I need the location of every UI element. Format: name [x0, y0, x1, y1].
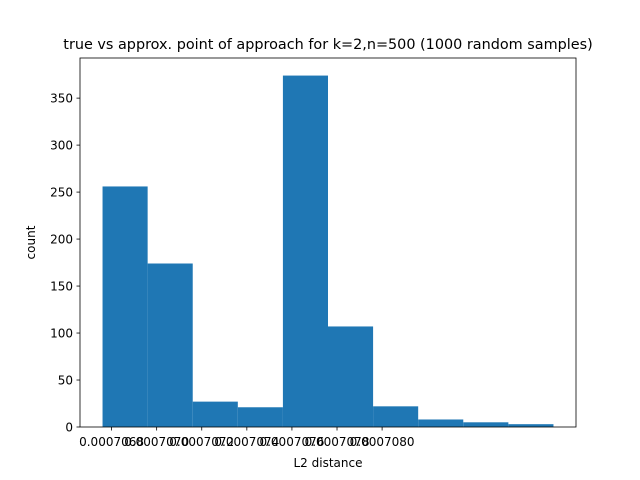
- x-tick-label: 0.0007072: [169, 435, 234, 449]
- y-tick-label: 200: [50, 233, 73, 247]
- y-axis-ticks: 0 50 100 150 200 250 300 350: [50, 92, 80, 435]
- y-tick-label: 50: [58, 374, 73, 388]
- y-tick-label: 300: [50, 139, 73, 153]
- x-tick-label: 0.0007070: [124, 435, 189, 449]
- plot-frame: [79, 57, 577, 428]
- histogram-bar-8: [418, 419, 464, 427]
- histogram-bar-6: [328, 326, 374, 427]
- y-tick-label: 150: [50, 280, 73, 294]
- y-axis-label: count: [24, 225, 38, 259]
- chart-title: true vs approx. point of approach for k=…: [63, 37, 592, 53]
- x-axis-label: L2 distance: [294, 456, 363, 470]
- x-tick-label: 0.0007076: [259, 435, 324, 449]
- x-tick-label: 0.0007080: [350, 435, 415, 449]
- y-tick-label: 0: [65, 421, 73, 435]
- histogram-bar-4: [237, 407, 283, 427]
- y-tick-label: 250: [50, 186, 73, 200]
- histogram-bar-2: [147, 263, 193, 427]
- histogram-bars: [102, 75, 554, 428]
- histogram-bar-3: [192, 401, 238, 427]
- histogram-bar-10: [508, 424, 554, 427]
- histogram-bar-5: [282, 75, 328, 428]
- x-tick-label: 0.0007078: [305, 435, 370, 449]
- y-tick-label: 350: [50, 92, 73, 106]
- histogram-bar-1: [102, 186, 148, 427]
- y-tick-label: 100: [50, 327, 73, 341]
- histogram-bar-9: [463, 422, 509, 427]
- x-axis-ticks: 0.00070680.00070700.00070720.00070740.00…: [79, 427, 415, 449]
- x-tick-label: 0.0007068: [79, 435, 144, 449]
- histogram-bar-7: [373, 406, 419, 427]
- x-tick-label: 0.0007074: [214, 435, 279, 449]
